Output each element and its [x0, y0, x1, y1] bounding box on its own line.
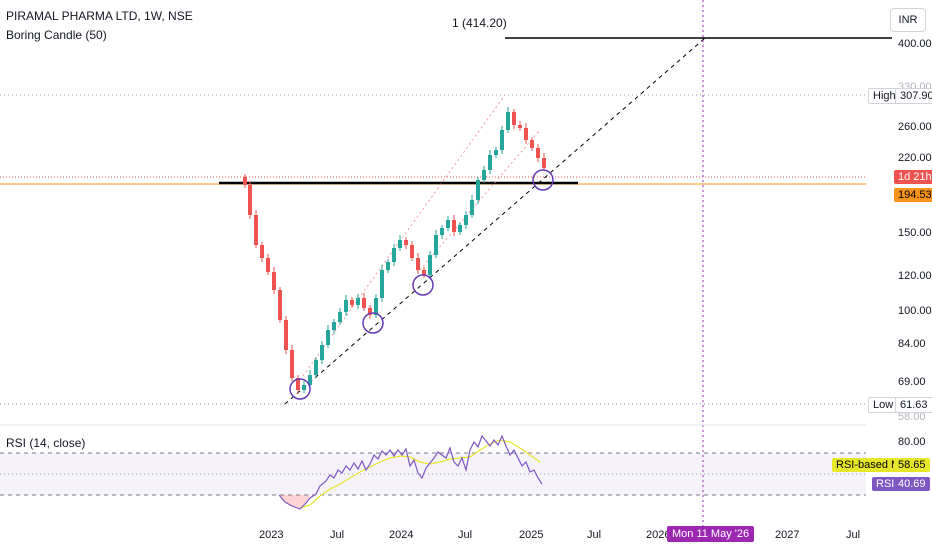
candle-body [410, 245, 414, 258]
candle-body [524, 128, 528, 140]
touch-marker-3[interactable] [412, 274, 434, 296]
candle-body [320, 345, 324, 360]
time-label: Jul [458, 529, 473, 541]
candle-body [248, 185, 252, 215]
candle-body [446, 220, 450, 228]
price-tick: 400.00 [898, 38, 932, 50]
price-tick: 150.00 [898, 227, 932, 239]
trend-line[interactable] [284, 37, 706, 405]
time-label: Jul [587, 529, 602, 541]
candle-body [308, 375, 312, 385]
cursor-date-tag: Mon 11 May '26 [667, 526, 755, 542]
candle-body [243, 177, 247, 185]
channel-lower [419, 129, 541, 271]
candle-body [380, 270, 384, 298]
candle-body [416, 258, 420, 270]
price-tick: 120.00 [898, 270, 932, 282]
candle-body [386, 262, 390, 270]
time-label: Jul [846, 529, 861, 541]
candle-body [302, 385, 306, 390]
high-tag-name: High [868, 88, 901, 104]
price-tick: 84.00 [898, 338, 926, 350]
candle-body [398, 240, 402, 248]
candle-body [506, 112, 510, 130]
time-label: 2025 [519, 529, 544, 541]
bar-countdown-tag: 1d 21h [894, 170, 932, 184]
touch-marker-2[interactable] [362, 312, 384, 334]
rsi-ma-tag-value: 58.65 [894, 458, 930, 472]
time-label: 2027 [775, 529, 800, 541]
candle-body [440, 228, 444, 235]
candle-body [362, 298, 366, 308]
rsi-oversold-fill [279, 495, 310, 508]
high-tag-value: 307.90 [895, 88, 932, 104]
candle-body [344, 300, 348, 312]
candle-body [482, 170, 486, 180]
candle-body [452, 220, 456, 232]
price-tick: 58.00 [898, 411, 926, 423]
price-tick: 220.00 [898, 152, 932, 164]
candle-body [542, 158, 546, 168]
candle-body [296, 378, 300, 390]
time-label: 2024 [389, 529, 414, 541]
candle-body [536, 148, 540, 158]
currency-button[interactable]: INR [890, 8, 926, 32]
candle-body [512, 112, 516, 125]
touch-marker-4[interactable] [532, 169, 554, 191]
candle-body [428, 255, 432, 275]
candles-group [243, 107, 546, 394]
candle-body [368, 308, 372, 315]
rsi-tag-name: RSI [872, 477, 899, 491]
candle-body [470, 200, 474, 215]
candle-body [488, 155, 492, 170]
candle-body [266, 258, 270, 272]
candle-body [422, 270, 426, 275]
channel-upper [299, 94, 506, 381]
candle-body [314, 360, 318, 375]
candle-body [404, 240, 408, 245]
low-tag-value: 61.63 [895, 397, 932, 413]
candle-body [278, 290, 282, 320]
symbol-title[interactable]: PIRAMAL PHARMA LTD, 1W, NSE [6, 9, 193, 23]
candle-body [254, 215, 258, 245]
candle-body [392, 248, 396, 262]
candle-body [530, 140, 534, 148]
time-label: 2023 [259, 529, 284, 541]
candle-body [494, 150, 498, 155]
candle-body [332, 322, 336, 330]
candle-body [290, 350, 294, 378]
touch-marker-1[interactable] [289, 378, 311, 400]
low-tag-name: Low [868, 397, 899, 413]
candle-body [338, 312, 342, 322]
price-tick: 260.00 [898, 121, 932, 133]
candle-body [500, 130, 504, 150]
rsi-title[interactable]: RSI (14, close) [6, 436, 86, 450]
candle-body [434, 235, 438, 255]
price-tick: 100.00 [898, 305, 932, 317]
candle-body [464, 215, 468, 225]
price-tick: 69.00 [898, 376, 926, 388]
target-label: 1 (414.20) [452, 16, 507, 30]
time-label: Jul [330, 529, 345, 541]
candle-body [356, 298, 360, 305]
rsi-ma-tag-name: RSI-based MA [832, 458, 912, 472]
candle-body [458, 225, 462, 232]
last-price-tag: 194.53 [894, 188, 932, 202]
time-label: 2026 [646, 529, 671, 541]
candle-body [476, 180, 480, 200]
candle-body [272, 272, 276, 290]
candle-body [326, 330, 330, 345]
candle-body [518, 125, 522, 128]
rsi-line [278, 434, 543, 510]
rsi-tag-value: 40.69 [894, 477, 930, 491]
indicator-title[interactable]: Boring Candle (50) [6, 28, 107, 42]
candle-body [374, 298, 378, 315]
candle-body [350, 300, 354, 305]
rsi-tick: 80.00 [898, 436, 926, 448]
candle-body [284, 320, 288, 350]
candle-body [260, 245, 264, 258]
